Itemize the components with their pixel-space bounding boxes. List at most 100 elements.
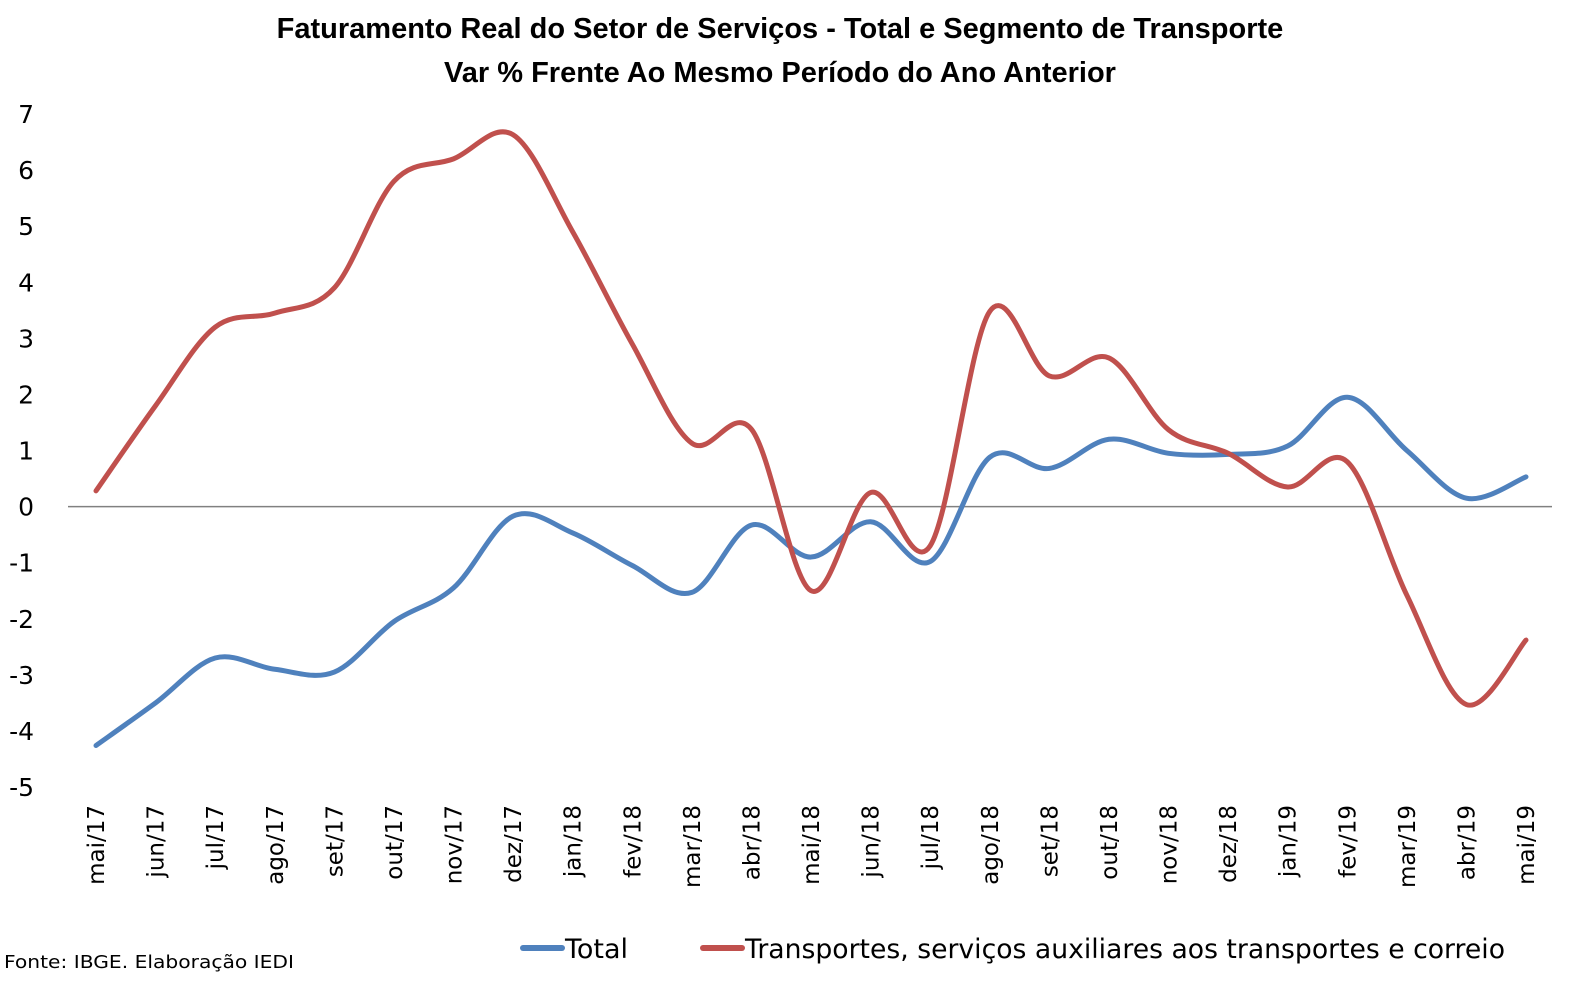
total-point-mar/19 (1404, 448, 1409, 453)
series-line-transportes (93, 129, 1529, 708)
transportes-point-mar/19 (1404, 593, 1409, 598)
x-tick-label: mai/18 (799, 805, 825, 885)
x-tick-label: out/17 (382, 805, 408, 880)
transportes-point-jan/18 (570, 229, 575, 234)
transportes-point-set/18 (1047, 373, 1052, 378)
x-tick-label: jun/18 (859, 805, 885, 879)
x-tick-label: jul/18 (918, 805, 944, 870)
y-tick-label: -5 (9, 773, 34, 802)
total-point-ago/18 (987, 455, 992, 460)
transportes-point-jun/17 (153, 403, 158, 408)
y-axis: 7 6 5 4 3 2 1 0 -1 -2 -3 -4 -5 (9, 100, 34, 802)
chart-title: Faturamento Real do Setor de Serviços - … (277, 13, 1284, 45)
transportes-point-nov/18 (1166, 427, 1171, 432)
transportes-point-dez/18 (1226, 451, 1231, 456)
total-point-mai/17 (94, 743, 99, 748)
y-tick-label: 3 (18, 324, 34, 353)
transportes-point-mai/19 (1524, 638, 1529, 643)
legend-item-transportes[interactable]: Transportes, serviços auxiliares aos tra… (700, 934, 1505, 965)
transportes-point-jul/18 (928, 543, 933, 548)
legend-item-total[interactable]: Total (520, 934, 628, 965)
x-tick-label: out/18 (1097, 805, 1123, 880)
total-point-jul/18 (928, 559, 933, 564)
transportes-point-fev/18 (630, 341, 635, 346)
legend-label-transportes: Transportes, serviços auxiliares aos tra… (744, 934, 1505, 965)
x-tick-label: mai/17 (84, 805, 110, 885)
x-tick-label: nov/17 (442, 805, 468, 884)
y-tick-label: -3 (9, 661, 34, 690)
total-point-jun/17 (153, 700, 158, 705)
total-point-set/18 (1047, 466, 1052, 471)
transportes-point-set/17 (332, 285, 337, 290)
total-point-out/18 (1106, 437, 1111, 442)
y-tick-label: -1 (9, 549, 34, 578)
y-tick-label: -4 (9, 717, 34, 746)
x-tick-label: abr/18 (739, 805, 765, 880)
transportes-point-nov/17 (451, 156, 456, 161)
x-tick-label: set/17 (322, 805, 348, 877)
series-group (93, 129, 1529, 748)
x-tick-label: ago/17 (263, 805, 289, 885)
total-point-nov/18 (1166, 451, 1171, 456)
total-point-dez/17 (511, 514, 516, 519)
x-tick-label: jan/18 (561, 805, 587, 878)
transportes-point-abr/18 (749, 427, 754, 432)
total-point-set/17 (332, 670, 337, 675)
legend: Total Transportes, serviços auxiliares a… (520, 934, 1505, 965)
transportes-point-abr/19 (1464, 702, 1469, 707)
chart-subtitle: Var % Frente Ao Mesmo Período do Ano Ant… (444, 57, 1116, 89)
total-point-mai/18 (809, 555, 814, 560)
x-tick-label: set/18 (1037, 805, 1063, 877)
total-point-mai/19 (1524, 474, 1529, 479)
x-tick-label: jun/17 (144, 805, 170, 879)
transportes-point-out/17 (391, 179, 396, 184)
x-tick-label: jan/19 (1276, 805, 1302, 878)
total-point-out/17 (391, 619, 396, 624)
x-axis: mai/17 jun/17 jul/17 ago/17 set/17 out/17 nov/… (84, 805, 1540, 888)
x-tick-label: mar/18 (680, 805, 706, 888)
total-point-jan/18 (570, 530, 575, 535)
y-tick-label: 4 (18, 268, 34, 297)
transportes-point-fev/19 (1345, 459, 1350, 464)
transportes-point-dez/17 (511, 132, 516, 137)
y-tick-label: -2 (9, 605, 34, 634)
transportes-point-ago/17 (272, 311, 277, 316)
total-point-jul/17 (213, 656, 218, 661)
total-point-abr/18 (749, 523, 754, 528)
total-point-abr/19 (1464, 496, 1469, 501)
transportes-point-jan/19 (1285, 484, 1290, 489)
transportes-point-ago/18 (987, 309, 992, 314)
x-tick-label: mar/19 (1395, 805, 1421, 888)
x-tick-label: jul/17 (203, 805, 229, 870)
transportes-point-mai/17 (94, 488, 99, 493)
x-tick-label: nov/18 (1157, 805, 1183, 884)
x-tick-label: dez/18 (1216, 805, 1242, 883)
total-point-jun/18 (868, 519, 873, 524)
x-tick-label: abr/19 (1454, 805, 1480, 880)
transportes-point-mai/18 (809, 588, 814, 593)
x-tick-label: dez/17 (501, 805, 527, 883)
x-tick-label: fev/18 (620, 805, 646, 878)
total-point-ago/17 (272, 667, 277, 672)
total-point-nov/17 (451, 585, 456, 590)
y-tick-label: 5 (18, 212, 34, 241)
y-tick-label: 1 (18, 437, 34, 466)
transportes-point-mar/18 (689, 441, 694, 446)
y-tick-label: 0 (18, 493, 34, 522)
source-note: Fonte: IBGE. Elaboração IEDI (4, 952, 294, 973)
y-tick-label: 7 (18, 100, 34, 129)
total-point-fev/19 (1345, 395, 1350, 400)
legend-label-total: Total (564, 934, 628, 965)
transportes-point-out/18 (1106, 355, 1111, 360)
y-tick-label: 6 (18, 156, 34, 185)
transportes-point-jun/18 (868, 490, 873, 495)
x-tick-label: fev/19 (1335, 805, 1361, 878)
x-tick-label: ago/18 (978, 805, 1004, 885)
total-point-mar/18 (689, 590, 694, 595)
transportes-point-jul/17 (213, 325, 218, 330)
x-tick-label: mai/19 (1514, 805, 1540, 885)
series-line-total (93, 394, 1529, 748)
total-point-jan/19 (1285, 444, 1290, 449)
total-point-fev/18 (630, 563, 635, 568)
